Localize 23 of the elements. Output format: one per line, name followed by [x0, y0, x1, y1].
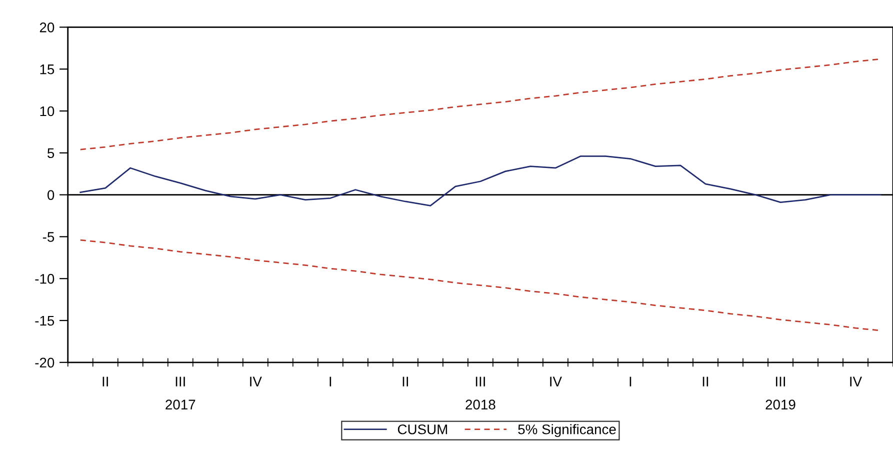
- legend-label: 5% Significance: [518, 424, 616, 438]
- y-tick-label: 15: [40, 64, 54, 74]
- x-tick-label: IV: [250, 376, 262, 386]
- y-tick-label: -15: [35, 316, 54, 326]
- y-tick-label: 5: [48, 148, 54, 158]
- x-tick-label: IV: [850, 376, 862, 386]
- y-tick-label: 20: [40, 22, 54, 32]
- x-tick-label: III 2017: [166, 376, 196, 410]
- x-tick-label: I: [630, 376, 632, 386]
- x-tick-label: III 2018: [466, 376, 496, 410]
- x-tick-label: II: [702, 376, 708, 386]
- x-tick-label: III 2019: [766, 376, 796, 410]
- y-tick-label: 10: [40, 106, 54, 116]
- legend-label: CUSUM: [398, 424, 448, 434]
- y-tick-label: -10: [35, 274, 54, 284]
- line-series: [80, 156, 882, 206]
- x-tick-label: II: [102, 376, 108, 386]
- y-tick-label: -5: [42, 232, 54, 242]
- x-tick-label: II: [402, 376, 408, 386]
- y-tick-label: -20: [35, 358, 54, 368]
- y-tick-label: 0: [47, 190, 54, 200]
- x-tick-label: I: [330, 376, 332, 386]
- x-tick-label: IV: [550, 376, 562, 386]
